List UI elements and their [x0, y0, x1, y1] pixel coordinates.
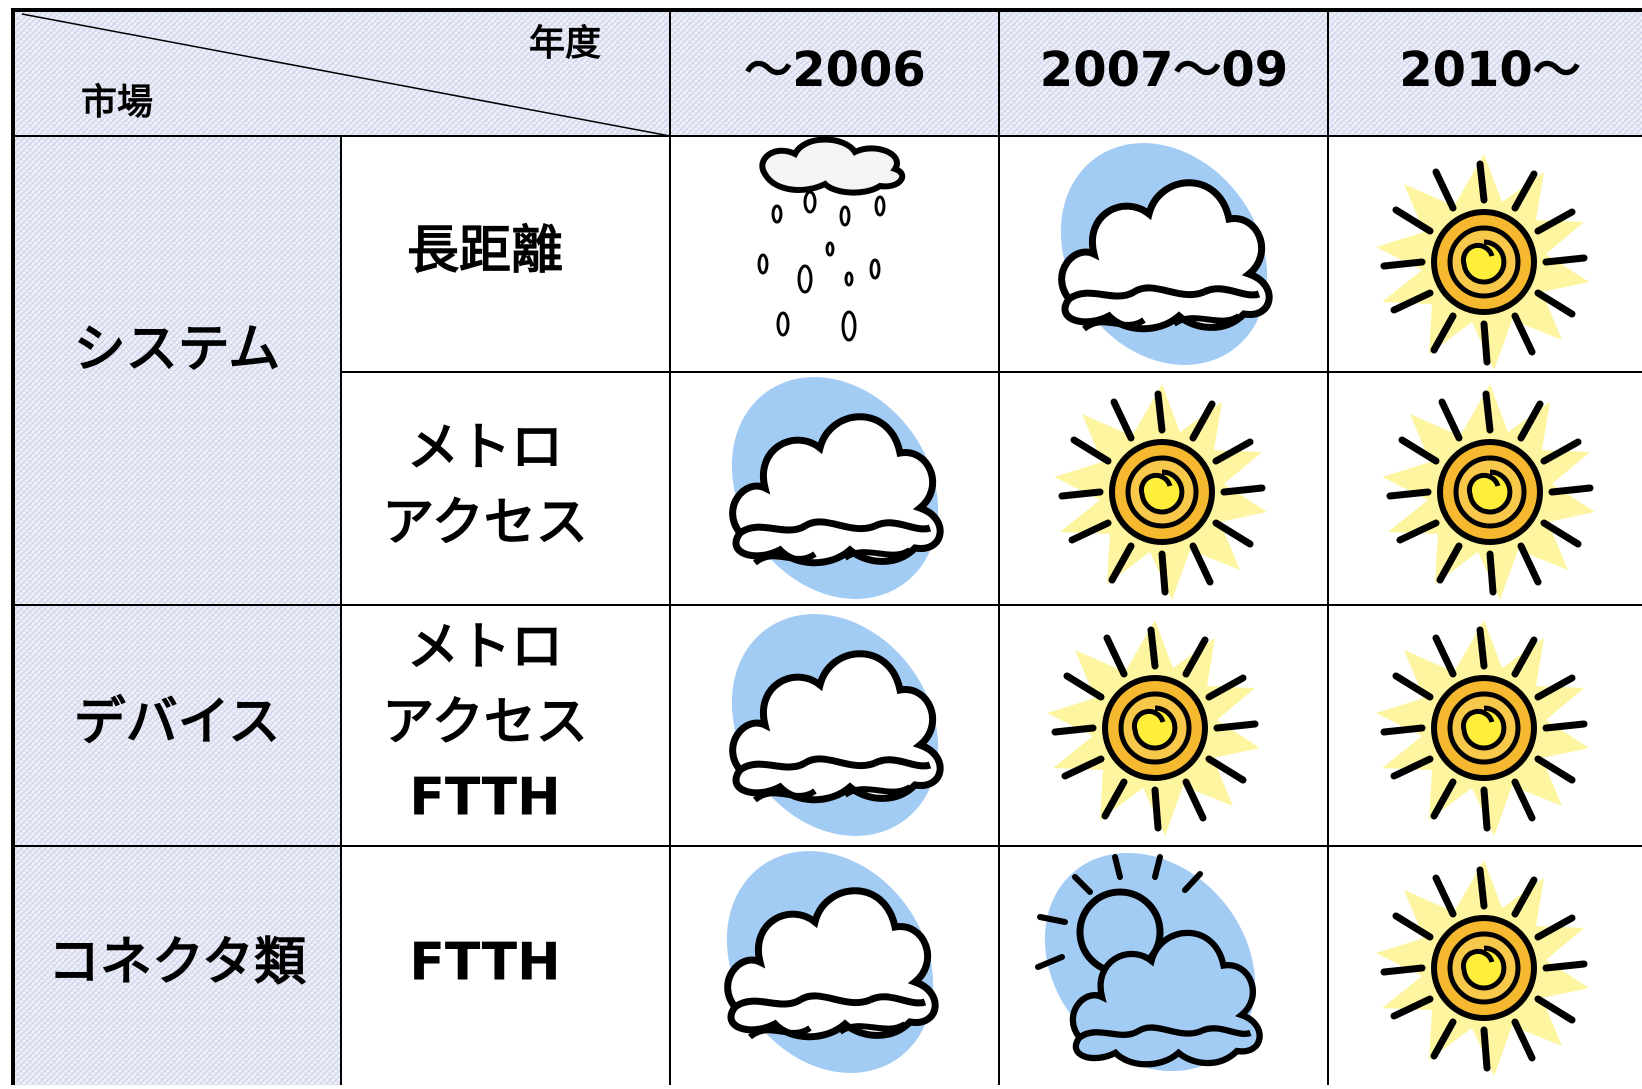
- market-label: デバイス: [74, 693, 280, 753]
- segment-label: FTTH: [409, 768, 560, 828]
- market-label: システム: [74, 320, 280, 380]
- column-header: 2007～09: [1040, 42, 1288, 98]
- segment-label: FTTH: [409, 933, 560, 993]
- corner-top-label: 年度: [529, 23, 601, 64]
- column-header: ～2006: [744, 42, 926, 98]
- market-label: コネクタ類: [48, 933, 307, 993]
- table-grid: [13, 10, 1642, 1089]
- table-border: [11, 8, 1642, 1089]
- column-header: 2010～: [1399, 42, 1581, 98]
- market-column-bg: [13, 136, 341, 1089]
- segment-label: アクセス: [382, 493, 587, 553]
- segment-label: 長距離: [407, 221, 563, 281]
- segment-label: メトロ: [407, 618, 563, 678]
- column-header-bg: [670, 10, 1642, 136]
- segment-label: メトロ: [407, 418, 563, 478]
- corner-bottom-label: 市場: [81, 82, 153, 123]
- weather-icons: [684, 103, 1595, 1085]
- segment-label: アクセス: [382, 693, 587, 753]
